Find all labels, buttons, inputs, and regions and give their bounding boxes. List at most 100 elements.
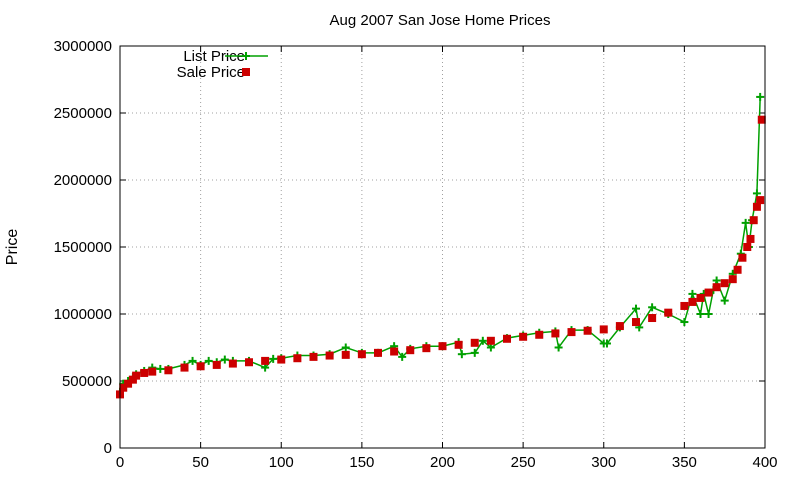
y-tick-label: 2500000 (54, 105, 112, 122)
plot-frame (119, 45, 766, 449)
sale-price-point (470, 338, 479, 347)
sale-price-point (728, 275, 737, 284)
sale-price-point (720, 279, 729, 288)
sale-price-point (293, 354, 302, 363)
list-price-point (680, 318, 689, 327)
sale-price-point (486, 336, 495, 345)
sale-price-point (454, 340, 463, 349)
x-tick-label: 100 (269, 454, 294, 471)
sale-price-point (422, 344, 431, 353)
x-tick-label: 350 (672, 454, 697, 471)
list-price-point (741, 218, 750, 227)
list-price-point (261, 363, 270, 372)
x-tick-label: 50 (192, 454, 209, 471)
list-price-point (486, 343, 495, 352)
sale-price-point (242, 68, 250, 76)
sale-price-point (535, 330, 544, 339)
sale-price-point (743, 243, 752, 251)
list-price-point (470, 348, 479, 357)
sale-price-point (406, 346, 415, 355)
sale-price-point (374, 348, 382, 357)
sale-price-point (680, 301, 689, 310)
list-price-point (648, 303, 657, 312)
sale-price-point (132, 371, 141, 380)
sale-price-point (212, 360, 221, 369)
list-price-point (720, 296, 729, 305)
sale-price-point (567, 328, 576, 337)
y-tick-label: 0 (104, 440, 112, 457)
list-price-point (712, 276, 721, 285)
sale-price-point (664, 308, 673, 317)
x-tick-label: 300 (591, 454, 616, 471)
sale-price-point (164, 366, 173, 375)
chart-title: Aug 2007 San Jose Home Prices (330, 12, 551, 29)
sale-price-point (615, 322, 624, 331)
sale-price-point (688, 297, 697, 306)
list-price-point (341, 343, 350, 352)
series-layer (116, 92, 766, 399)
y-tick-label: 3000000 (54, 38, 112, 55)
sale-price-point (752, 202, 761, 211)
sale-price-point (704, 288, 713, 297)
sale-price-point (261, 356, 270, 365)
sale-price-point (228, 359, 237, 368)
sale-price-point (180, 363, 189, 372)
sale-price-point (756, 196, 765, 205)
sale-price-point (503, 334, 511, 343)
sale-price-point (140, 368, 149, 377)
sale-price-point (438, 342, 447, 351)
list-price-point (554, 343, 563, 352)
sale-price-point (325, 351, 334, 360)
list-price-point (398, 352, 407, 361)
sale-price-point (245, 358, 253, 367)
sale-price-point (757, 115, 766, 124)
y-tick-label: 1500000 (54, 239, 112, 256)
list-price-point (204, 356, 213, 365)
x-tick-label: 0 (116, 454, 124, 471)
list-price-point (696, 310, 705, 318)
sale-price-point (648, 314, 657, 323)
list-price-point (632, 304, 640, 313)
sale-price-point (749, 216, 758, 225)
x-tick-label: 250 (511, 454, 536, 471)
x-tick-label: 150 (349, 454, 374, 471)
sale-price-point (746, 234, 755, 243)
sale-price-point (119, 383, 128, 392)
list-price-point (752, 189, 761, 198)
list-price-point (704, 310, 713, 318)
x-tick-label: 200 (430, 454, 455, 471)
list-price-point (688, 289, 697, 298)
legend-label: Sale Price (177, 64, 245, 81)
axis-ticks: 0 50 100 150 200 250 300 350 400 0 500000 1000000 15… (54, 38, 778, 471)
sale-price-point (124, 379, 133, 388)
list-price-point (242, 52, 250, 60)
sale-price-point (390, 347, 399, 356)
sale-price-point (733, 265, 742, 274)
legend-label: List Price (183, 48, 245, 65)
list-price-point (478, 336, 487, 345)
sale-price-point (277, 355, 286, 364)
grid (120, 46, 765, 448)
y-tick-label: 1000000 (54, 306, 112, 323)
y-axis-label: Price (4, 229, 21, 266)
sale-price-point (519, 332, 528, 341)
list-price-point (602, 339, 611, 348)
sale-price-point (128, 375, 137, 384)
sale-price-point (738, 253, 747, 262)
sale-price-point (309, 352, 318, 361)
sale-price-point (196, 362, 205, 371)
list-price-point (457, 350, 466, 359)
list-price-point (188, 356, 197, 365)
list-price-point (756, 92, 765, 101)
sale-price-point (632, 318, 640, 327)
y-tick-label: 500000 (62, 373, 112, 390)
sale-price-point (599, 325, 608, 334)
y-tick-label: 2000000 (54, 172, 112, 189)
sale-price-point (696, 293, 705, 302)
list-price-point (220, 355, 229, 364)
sale-price-point (148, 367, 157, 376)
sale-price-point (583, 326, 592, 335)
sale-price-point (341, 350, 350, 359)
